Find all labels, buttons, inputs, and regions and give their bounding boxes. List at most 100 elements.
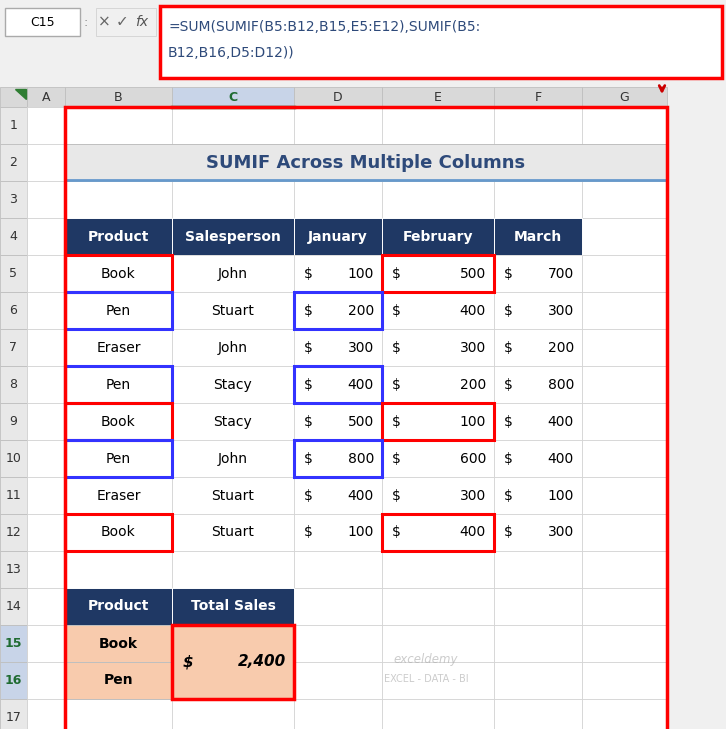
Bar <box>494 514 582 551</box>
Bar <box>0 107 27 144</box>
Bar <box>0 292 27 329</box>
Text: $: $ <box>504 378 513 391</box>
Bar <box>294 403 382 440</box>
Bar <box>27 440 65 477</box>
Bar <box>494 218 582 255</box>
Text: 100: 100 <box>348 267 374 281</box>
Text: 3: 3 <box>9 193 17 206</box>
Bar <box>172 625 294 662</box>
Bar <box>294 255 382 292</box>
Bar <box>27 403 65 440</box>
Bar <box>65 144 667 181</box>
Bar <box>294 551 382 588</box>
Bar <box>0 366 27 403</box>
Bar <box>494 514 582 551</box>
Bar <box>27 181 65 218</box>
Text: Stacy: Stacy <box>213 378 253 391</box>
Bar <box>294 107 382 144</box>
Bar <box>294 403 382 440</box>
Bar <box>382 514 494 551</box>
Bar <box>65 477 172 514</box>
Text: $: $ <box>504 303 513 318</box>
Bar <box>0 514 27 551</box>
Bar <box>172 366 294 403</box>
Bar <box>382 514 494 551</box>
Bar <box>582 218 667 255</box>
Text: Stuart: Stuart <box>211 488 254 502</box>
Bar <box>65 440 172 477</box>
Bar <box>65 514 172 551</box>
Text: $: $ <box>303 415 312 429</box>
Bar <box>582 514 667 551</box>
Bar <box>0 699 27 729</box>
Text: $: $ <box>504 267 513 281</box>
Bar <box>160 6 722 78</box>
Bar <box>172 588 294 625</box>
Text: B12,B16,D5:D12)): B12,B16,D5:D12)) <box>168 46 295 60</box>
Bar <box>65 588 172 625</box>
Bar <box>27 662 65 699</box>
Bar <box>582 181 667 218</box>
Text: Book: Book <box>99 636 138 650</box>
Text: 16: 16 <box>5 674 23 687</box>
Text: 300: 300 <box>460 340 486 354</box>
Bar <box>294 292 382 329</box>
Text: 100: 100 <box>460 415 486 429</box>
Text: $: $ <box>504 488 513 502</box>
Bar <box>27 514 65 551</box>
Text: 14: 14 <box>6 600 21 613</box>
Bar <box>172 218 294 255</box>
Bar <box>582 144 667 181</box>
Bar <box>172 699 294 729</box>
Bar <box>0 403 27 440</box>
Bar <box>582 107 667 144</box>
Text: March: March <box>514 230 562 243</box>
Text: 800: 800 <box>547 378 574 391</box>
Text: 100: 100 <box>348 526 374 539</box>
Text: $: $ <box>303 340 312 354</box>
Bar <box>294 514 382 551</box>
Bar <box>65 107 667 729</box>
Bar <box>382 699 494 729</box>
Bar <box>494 366 582 403</box>
Text: $: $ <box>391 378 401 391</box>
Bar <box>382 255 494 292</box>
Bar <box>172 87 294 107</box>
Bar <box>27 588 65 625</box>
Text: 13: 13 <box>6 563 21 576</box>
Bar <box>382 588 494 625</box>
Bar <box>494 625 582 662</box>
Bar <box>382 292 494 329</box>
Bar <box>172 107 294 144</box>
Bar <box>27 107 65 144</box>
Bar <box>294 292 382 329</box>
Bar <box>382 551 494 588</box>
Bar <box>494 403 582 440</box>
Text: 15: 15 <box>5 637 23 650</box>
Text: :: : <box>84 15 88 28</box>
Bar <box>65 440 172 477</box>
Bar <box>294 699 382 729</box>
Bar <box>382 366 494 403</box>
Bar <box>494 329 582 366</box>
Bar <box>382 255 494 292</box>
Text: 600: 600 <box>460 451 486 466</box>
Text: 200: 200 <box>348 303 374 318</box>
Text: 12: 12 <box>6 526 21 539</box>
Text: $: $ <box>303 303 312 318</box>
Bar <box>382 440 494 477</box>
Bar <box>0 551 27 588</box>
Bar <box>0 588 27 625</box>
Bar <box>382 440 494 477</box>
Bar <box>27 87 65 107</box>
Text: 8: 8 <box>9 378 17 391</box>
Bar <box>582 329 667 366</box>
Bar <box>172 329 294 366</box>
Bar <box>0 218 27 255</box>
Text: Eraser: Eraser <box>97 340 141 354</box>
Text: 500: 500 <box>460 267 486 281</box>
Text: $: $ <box>303 267 312 281</box>
Bar <box>382 477 494 514</box>
Bar <box>172 514 294 551</box>
Bar <box>294 588 382 625</box>
